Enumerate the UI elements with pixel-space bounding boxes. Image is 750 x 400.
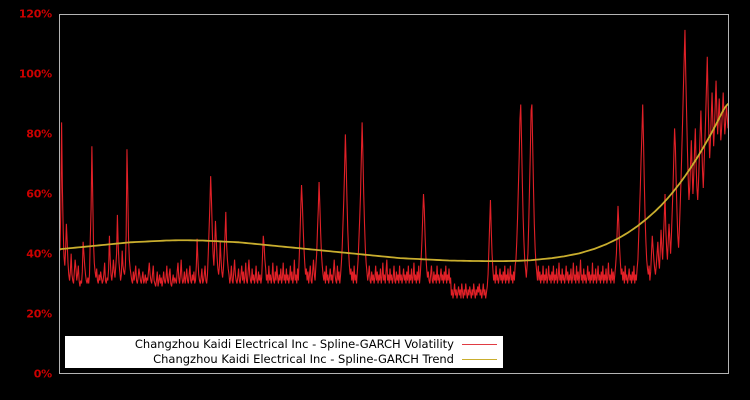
trend-line-swatch-icon xyxy=(462,359,497,360)
plot-area xyxy=(59,14,729,374)
volatility-series-group xyxy=(60,29,728,299)
y-axis-tick-label: 0% xyxy=(33,367,52,381)
legend-item-volatility[interactable]: Changzhou Kaidi Electrical Inc - Spline-… xyxy=(65,337,503,352)
y-axis-tick-label: 120% xyxy=(18,7,52,21)
chart-legend: Changzhou Kaidi Electrical Inc - Spline-… xyxy=(65,336,503,368)
volatility-series-line xyxy=(60,29,728,299)
chart-canvas xyxy=(60,29,728,299)
y-axis: 120% 100% 80% 60% 40% 20% 0% xyxy=(0,0,59,400)
legend-label-volatility: Changzhou Kaidi Electrical Inc - Spline-… xyxy=(134,337,454,351)
y-axis-tick-label: 40% xyxy=(26,247,52,261)
legend-item-trend[interactable]: Changzhou Kaidi Electrical Inc - Spline-… xyxy=(65,352,503,367)
volatility-line-swatch-icon xyxy=(462,344,497,345)
y-axis-tick-label: 60% xyxy=(26,187,52,201)
legend-label-trend: Changzhou Kaidi Electrical Inc - Spline-… xyxy=(153,352,454,366)
trend-series-line xyxy=(60,103,728,263)
y-axis-tick-label: 100% xyxy=(18,67,52,81)
y-axis-tick-label: 80% xyxy=(26,127,52,141)
y-axis-tick-label: 20% xyxy=(26,307,52,321)
trend-series-group xyxy=(60,103,728,263)
